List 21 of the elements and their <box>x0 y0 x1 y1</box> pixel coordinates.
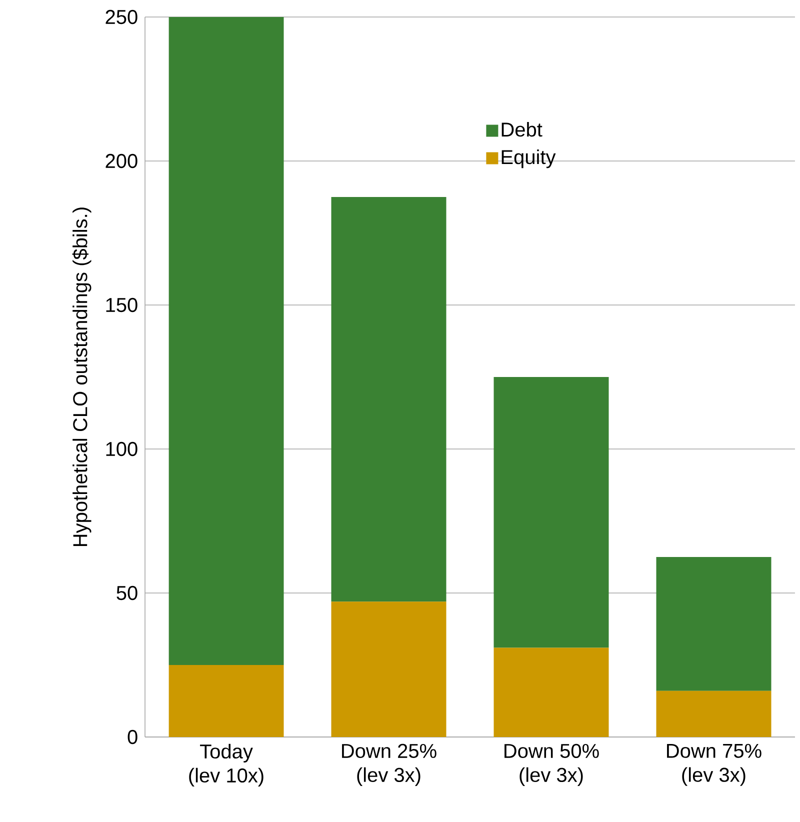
y-axis-title: Hypothetical CLO outstandings ($bils.) <box>72 208 92 546</box>
x-tick-label: Down 50% (lev 3x) <box>504 744 599 786</box>
x-tick-label: Down 75% (lev 3x) <box>667 744 762 786</box>
bar <box>656 690 772 737</box>
legend-label: Equity <box>502 149 556 168</box>
y-tick-label: 200 <box>106 154 138 168</box>
y-tick-label: 50 <box>116 586 138 600</box>
legend-label: Debt <box>502 122 542 137</box>
y-tick-label: 100 <box>106 442 138 456</box>
x-tick-label: Down 25% (lev 3x) <box>342 744 436 786</box>
bar <box>331 196 446 602</box>
y-tick-label: 0 <box>128 730 138 744</box>
y-tick-label: 150 <box>106 298 138 312</box>
bar <box>331 602 446 737</box>
bar <box>494 377 609 648</box>
bar <box>168 17 284 665</box>
y-tick-label: 250 <box>106 10 138 24</box>
bar <box>494 648 609 737</box>
bar <box>168 664 284 737</box>
x-tick-label: Today (lev 10x) <box>189 744 264 786</box>
bar <box>656 556 772 691</box>
